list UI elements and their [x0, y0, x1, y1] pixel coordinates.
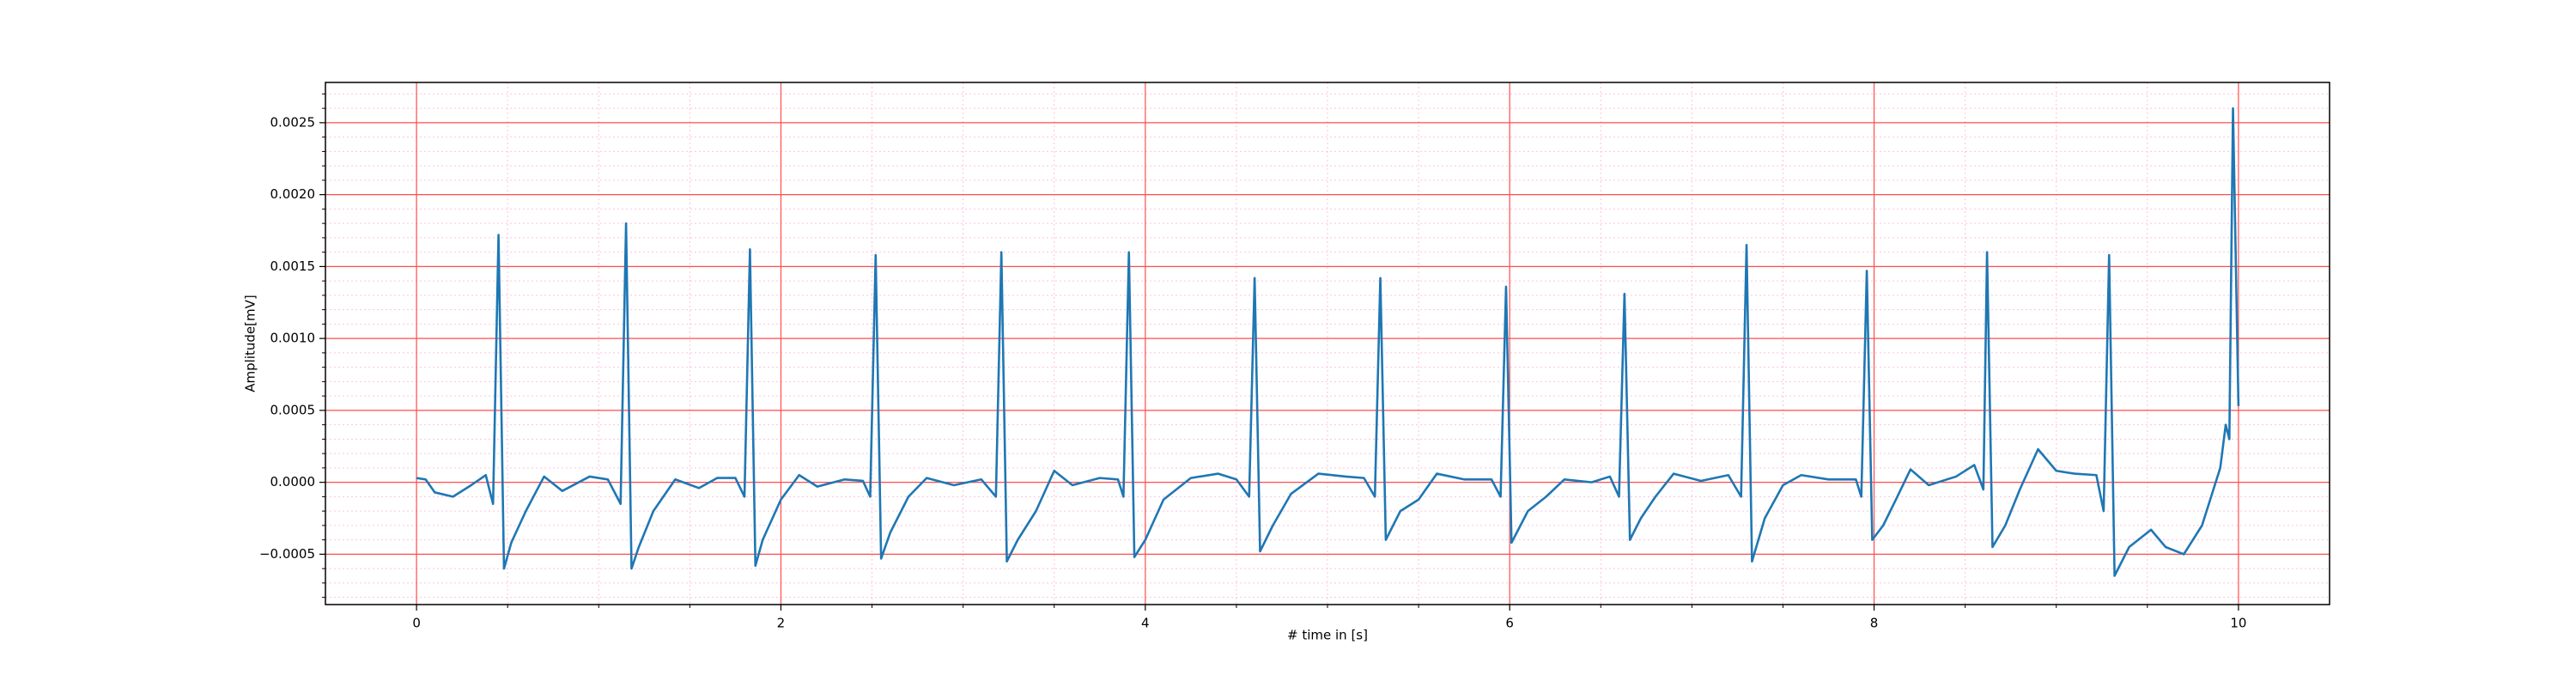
- y-tick-label: 0.0020: [270, 186, 316, 202]
- x-tick-label: 2: [777, 616, 786, 631]
- y-tick-label: 0.0015: [270, 258, 316, 274]
- y-tick-label: 0.0010: [270, 331, 316, 346]
- y-tick-label: 0.0000: [270, 474, 316, 489]
- y-axis-label: Amplitude[mV]: [243, 295, 258, 392]
- x-tick-label: 0: [412, 616, 421, 631]
- x-tick-label: 8: [1870, 616, 1879, 631]
- x-tick-label: 10: [2230, 616, 2246, 631]
- ecg-line: [416, 106, 2240, 577]
- y-tick-label: 0.0005: [270, 402, 316, 417]
- plot-area: [416, 106, 2240, 577]
- y-tick-label: −0.0005: [259, 546, 315, 562]
- ticks: 0 2 4 6 8 10 −0.0005 0.0000 0.0005 0.0010 0.0015 0.…: [259, 93, 2246, 631]
- y-tick-label: 0.0025: [270, 114, 316, 130]
- x-tick-label: 6: [1505, 616, 1514, 631]
- x-axis-label: # time in [s]: [1287, 628, 1368, 643]
- x-tick-label: 4: [1141, 616, 1150, 631]
